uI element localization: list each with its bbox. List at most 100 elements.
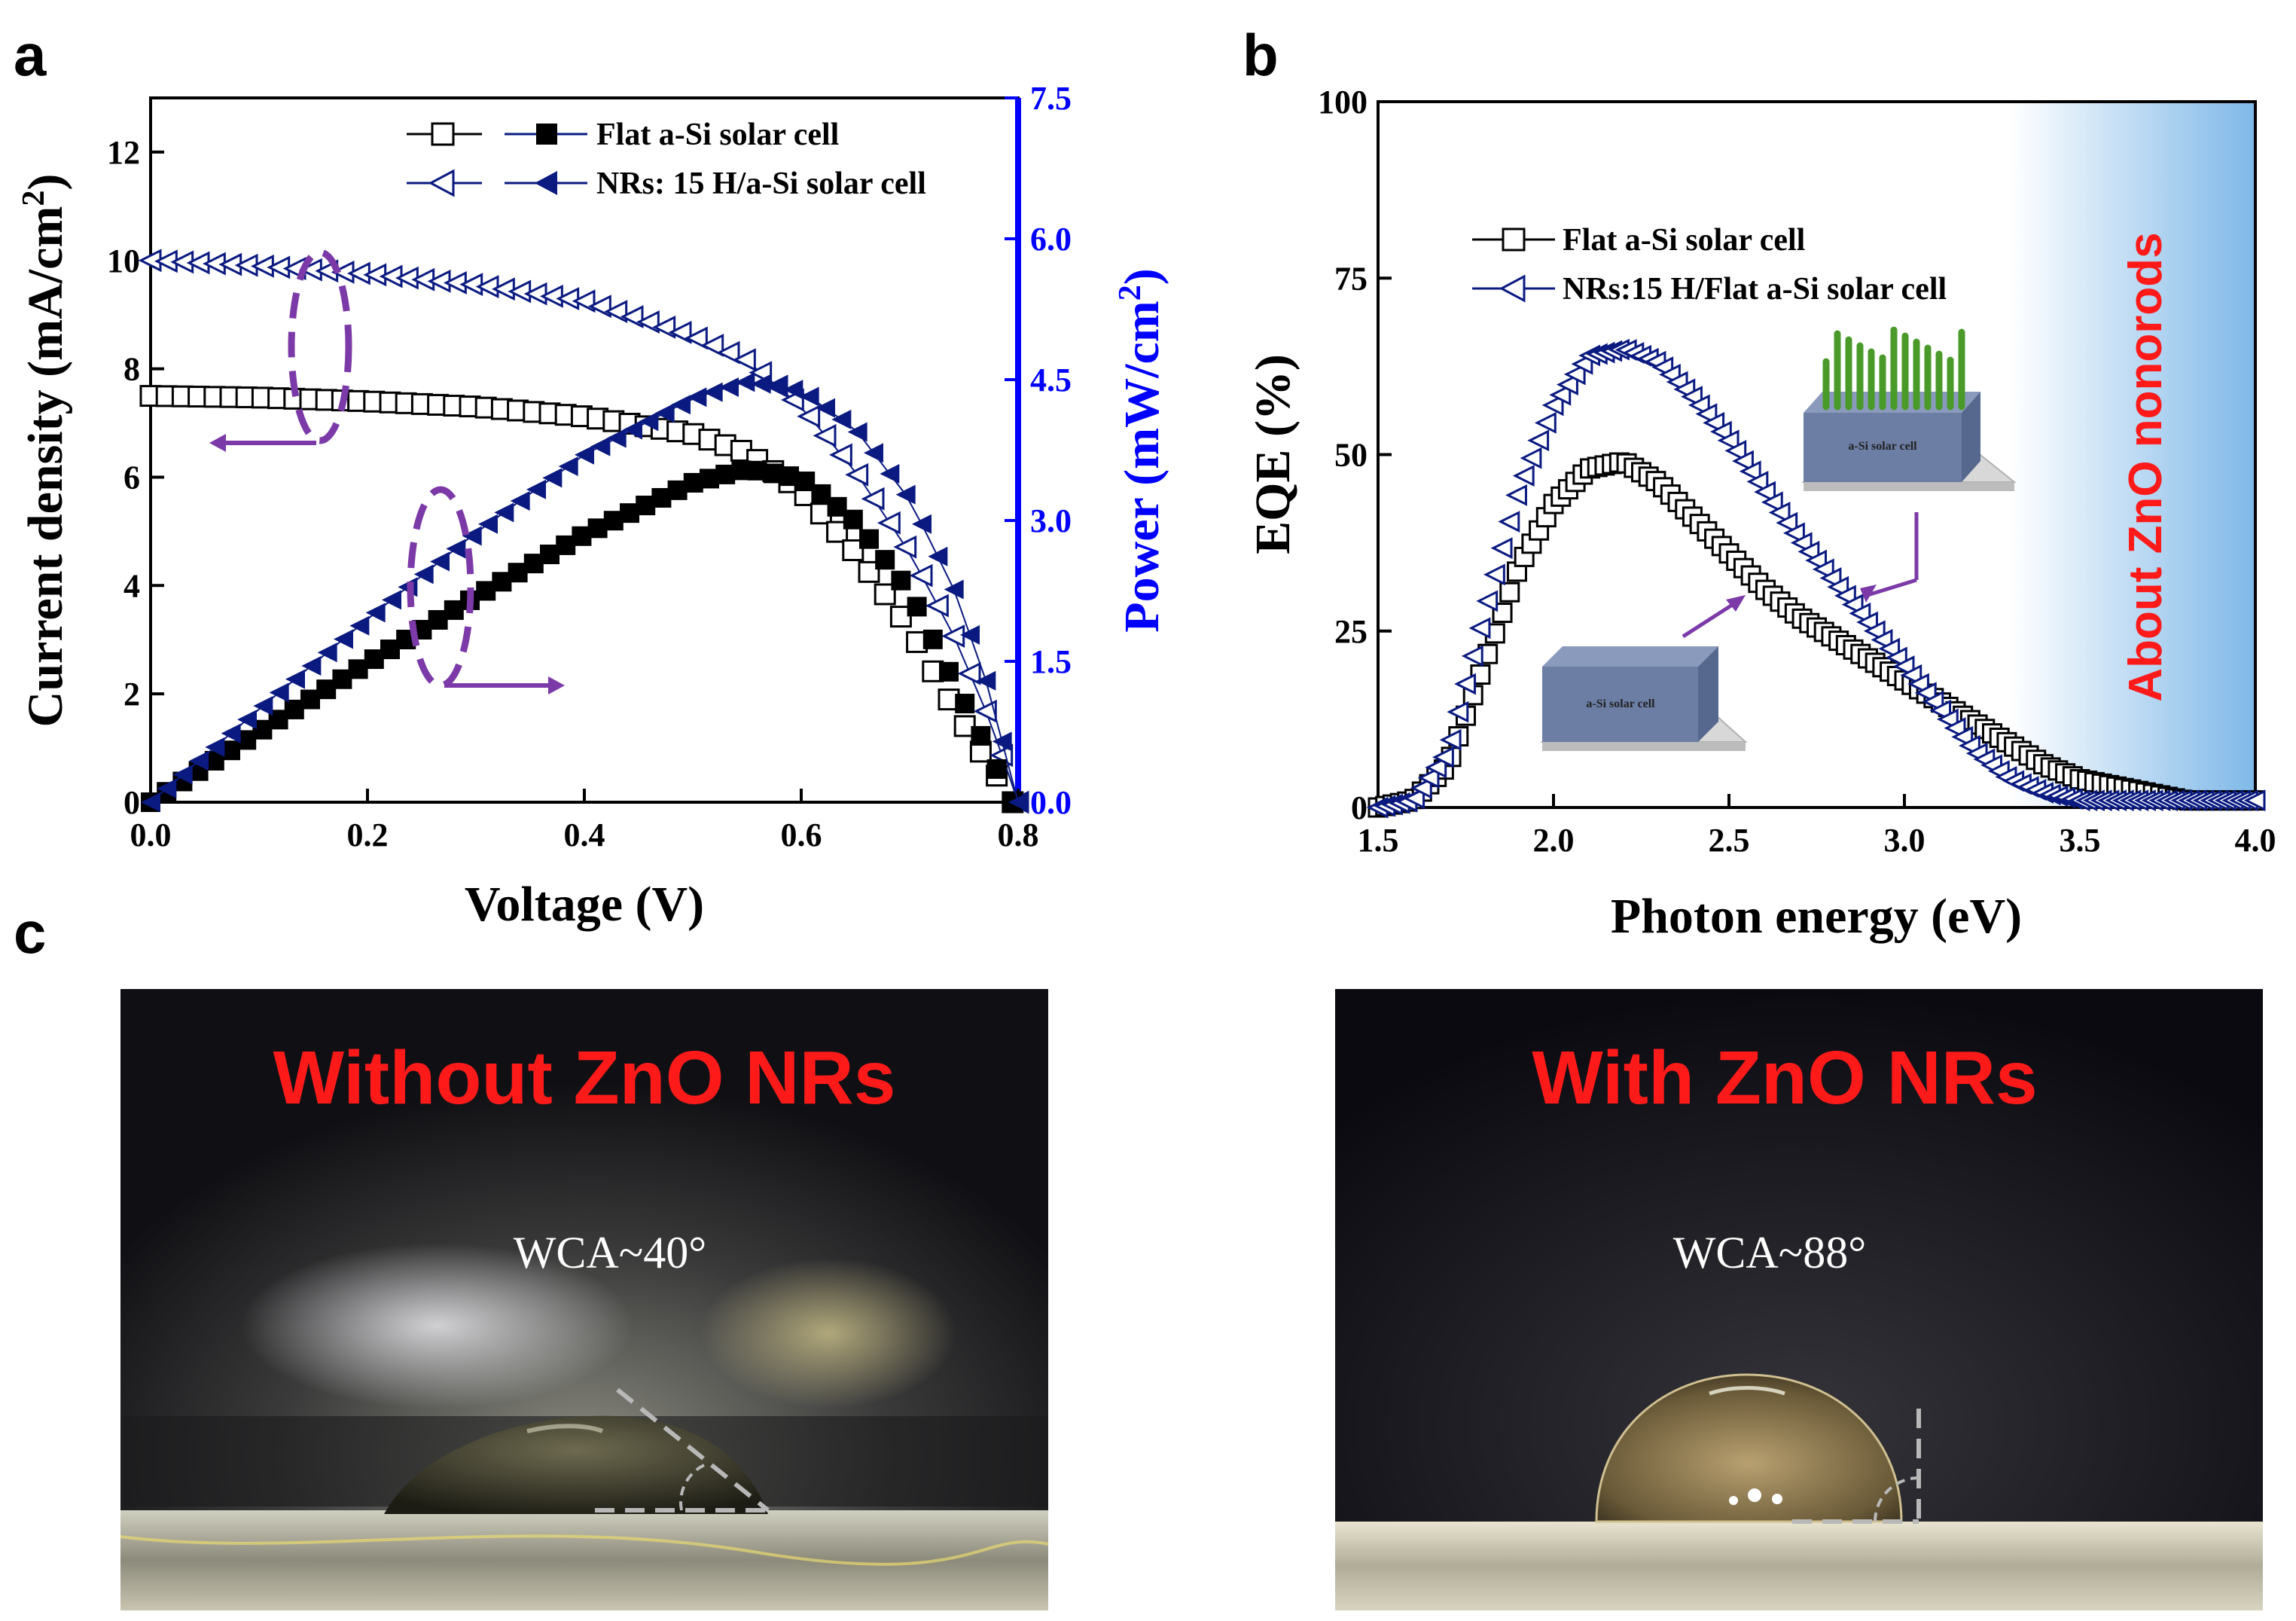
legend-a-nrs-label: NRs: 15 H/a-Si solar cell	[596, 166, 926, 201]
data-point	[735, 372, 755, 392]
legend-b-nrs-label: NRs:15 H/Flat a-Si solar cell	[1563, 272, 1947, 307]
data-point	[880, 463, 900, 484]
x-tick-label: 0.0	[130, 817, 172, 853]
data-point	[973, 699, 997, 723]
data-point	[253, 696, 273, 716]
data-point	[446, 539, 466, 559]
panel-label-b: b	[1243, 22, 1279, 88]
data-point	[992, 731, 1012, 752]
y2-tick-label: 4.5	[1030, 362, 1072, 398]
data-point	[847, 422, 867, 442]
data-point	[1541, 394, 1564, 417]
y2-tick-label: 7.5	[1030, 80, 1072, 117]
data-point	[526, 479, 546, 499]
data-point	[606, 428, 627, 448]
data-point	[684, 326, 708, 350]
y-ticks-b: 0 25 50 75 100	[1318, 84, 1392, 826]
data-point	[893, 535, 917, 559]
band-label: About ZnO nonorods	[2120, 232, 2172, 701]
data-point	[864, 443, 883, 463]
data-point	[1447, 701, 1469, 723]
data-point	[671, 395, 691, 415]
data-point	[430, 551, 450, 572]
data-point	[783, 380, 803, 400]
data-point	[285, 669, 305, 689]
data-point	[912, 514, 932, 534]
data-point	[1454, 673, 1476, 695]
data-point	[1776, 511, 1798, 534]
annotation-right-arrow	[407, 486, 565, 694]
y2-tick-label: 3.0	[1030, 502, 1072, 539]
data-point	[269, 682, 289, 703]
y-tick-label: 10	[107, 243, 140, 279]
annotation-left-arrow	[209, 249, 352, 452]
series-b	[1366, 338, 2266, 819]
data-point	[1732, 450, 1754, 472]
data-point	[828, 443, 852, 467]
data-point	[639, 411, 659, 432]
y2-axis-title-a-end: )	[1114, 268, 1169, 285]
data-point	[172, 765, 193, 785]
x-tick-label: 0.8	[998, 817, 1039, 853]
data-point	[413, 564, 434, 585]
data-point	[732, 348, 756, 372]
data-point	[205, 737, 225, 757]
y2-axis-title-a-sup: 2	[1113, 285, 1148, 301]
y2-tick-label: 6.0	[1030, 221, 1072, 258]
x-axis-title-a: Voltage (V)	[465, 877, 704, 932]
data-point	[462, 526, 482, 546]
data-point	[767, 377, 787, 397]
data-point	[813, 423, 837, 447]
photo-right-wca: WCA~88°	[1673, 1228, 1866, 1278]
data-point	[1410, 777, 1432, 799]
data-point	[716, 340, 740, 365]
y-axis-title-a: Current density (mA/cm2)	[17, 174, 73, 728]
data-point	[700, 334, 724, 357]
x-ticks-b: 1.5 2.0 2.5 3.0 3.5 4.0	[1358, 794, 2276, 859]
y-tick-label: 0	[123, 784, 140, 821]
x-tick-label: 3.0	[1884, 822, 1926, 859]
data-point	[654, 403, 675, 423]
data-point	[971, 725, 991, 746]
inset-flat-label: a-Si solar cell	[1586, 698, 1655, 710]
y-tick-label: 75	[1334, 260, 1368, 297]
data-point	[1783, 522, 1805, 545]
data-point	[1746, 470, 1769, 493]
uv-band	[2009, 102, 2255, 807]
data-point	[668, 320, 692, 344]
data-point	[895, 484, 916, 505]
x-ticks-a: 0.0 0.2 0.4 0.6 0.8	[130, 789, 1039, 853]
data-point	[542, 468, 563, 488]
data-point	[1768, 501, 1791, 524]
data-point	[478, 514, 498, 534]
y-axis-title-a-main: Current density (mA/cm	[18, 206, 73, 728]
photo-left-wca: WCA~40°	[514, 1228, 706, 1278]
y-axis-title-a-sup: 2	[17, 191, 51, 206]
data-point	[141, 792, 160, 812]
x-tick-label: 2.0	[1533, 822, 1575, 859]
data-point	[382, 590, 401, 610]
data-point	[558, 456, 578, 477]
legend-b-flat-label: Flat a-Si solar cell	[1563, 223, 1805, 258]
data-point	[1563, 363, 1586, 386]
inset-nr-device: a-Si solar cell	[1801, 326, 2017, 603]
data-point	[976, 670, 996, 691]
y-tick-label: 8	[123, 351, 140, 388]
data-point	[317, 643, 337, 663]
data-point	[237, 710, 257, 730]
panel-b: b 1.5 2.0 2.5 3.0 3.5 4.0 0 25 50 75 100 Photon e…	[1243, 22, 2276, 944]
data-point	[349, 615, 370, 636]
legend-a: Flat a-Si solar cell NRs: 15 H/a-Si sola…	[407, 118, 926, 201]
data-point	[751, 374, 771, 394]
data-point	[1549, 383, 1572, 406]
data-point	[189, 751, 209, 771]
data-point	[941, 624, 965, 648]
data-point	[1499, 582, 1520, 603]
data-point	[891, 570, 911, 591]
data-point	[843, 509, 863, 530]
data-point	[1403, 787, 1425, 810]
data-point	[909, 563, 933, 588]
data-point	[1008, 792, 1028, 812]
data-point	[944, 579, 964, 600]
data-point	[875, 550, 895, 570]
